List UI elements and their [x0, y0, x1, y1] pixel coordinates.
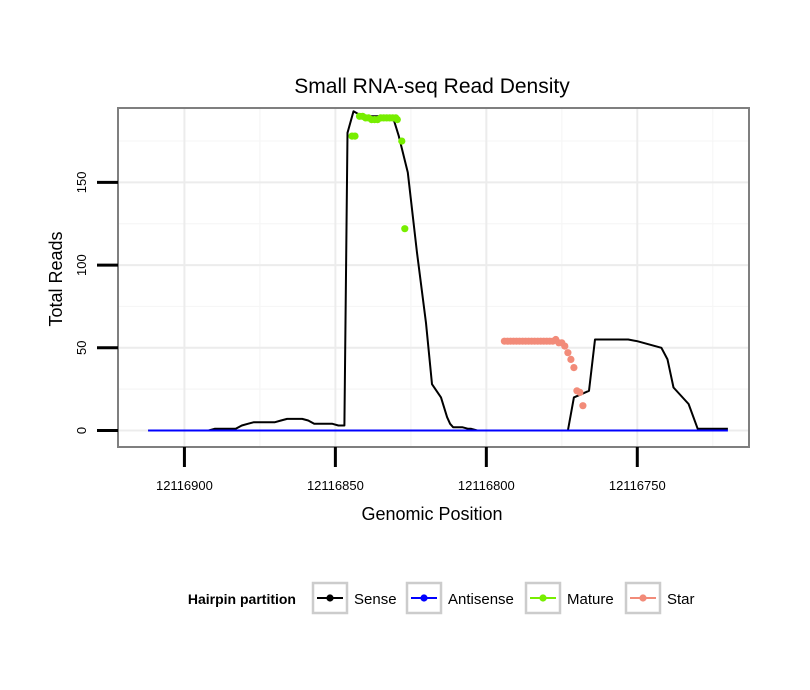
plot-area	[118, 108, 749, 447]
x-tick-label: 12116750	[609, 478, 666, 493]
y-tick-label: 50	[74, 341, 89, 355]
x-tick-label: 12116900	[156, 478, 213, 493]
data-point-mature	[393, 116, 401, 124]
legend-marker-antisense	[420, 594, 428, 602]
data-point-star	[564, 349, 572, 357]
legend-label-mature: Mature	[567, 591, 614, 608]
data-point-star	[570, 364, 578, 372]
panel-border	[117, 107, 750, 448]
axes: 0 50 100 150 12116900 12116850 12116800 1211675…	[74, 107, 750, 493]
legend-label-star: Star	[667, 591, 695, 608]
legend-marker-sense	[326, 594, 334, 602]
series-line-sense	[148, 110, 728, 432]
panel-background	[118, 108, 749, 447]
data-point-star	[576, 388, 584, 396]
y-axis-label: Total Reads	[46, 231, 66, 326]
x-axis-label: Genomic Position	[361, 504, 502, 524]
data-point-star	[579, 402, 587, 410]
data-point-star	[567, 355, 575, 363]
y-tick-label: 100	[74, 254, 89, 276]
chart-title: Small RNA-seq Read Density	[294, 75, 570, 98]
data-point-mature	[398, 137, 406, 145]
y-tick-label: 150	[74, 172, 89, 194]
data-point-mature	[351, 132, 359, 140]
y-tick-label: 0	[74, 427, 89, 434]
legend-label-sense: Sense	[354, 591, 397, 608]
data-point-mature	[401, 225, 409, 233]
legend-marker-mature	[539, 594, 547, 602]
data-point-star	[561, 342, 569, 350]
x-tick-label: 12116850	[307, 478, 364, 493]
legend: Hairpin partition Sense Antisense Mature St…	[188, 581, 695, 615]
legend-label-antisense: Antisense	[448, 591, 514, 608]
x-tick-label: 12116800	[458, 478, 515, 493]
legend-title: Hairpin partition	[188, 591, 296, 607]
legend-marker-star	[639, 594, 647, 602]
